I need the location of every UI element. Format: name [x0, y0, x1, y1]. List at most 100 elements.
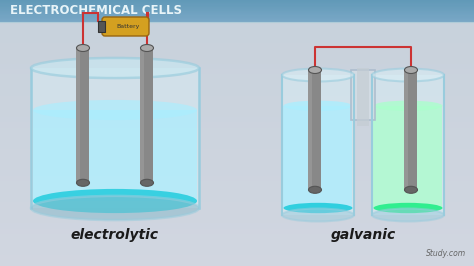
Bar [0, 18, 474, 19]
Bar [0, 20, 474, 21]
Ellipse shape [76, 179, 90, 186]
Bar [0, 1, 474, 3]
Bar [0, 261, 474, 266]
Bar [0, 202, 474, 209]
Bar [309, 70, 312, 190]
Bar [0, 64, 474, 70]
Ellipse shape [282, 209, 354, 222]
Bar [0, 2, 474, 4]
Bar [0, 14, 474, 16]
FancyBboxPatch shape [351, 70, 375, 120]
Bar [0, 90, 474, 97]
Bar [0, 12, 474, 14]
Bar [0, 6, 474, 7]
Bar [0, 181, 474, 187]
Bar [98, 21, 105, 32]
Bar [0, 186, 474, 193]
Bar [0, 101, 474, 107]
Bar [404, 70, 418, 190]
Bar [283, 106, 353, 208]
Bar [0, 207, 474, 214]
Ellipse shape [404, 66, 418, 73]
Bar [357, 68, 369, 126]
Text: Study.com: Study.com [426, 249, 466, 258]
Text: Battery: Battery [116, 24, 140, 29]
Bar [0, 192, 474, 198]
Ellipse shape [140, 179, 154, 186]
Bar [0, 117, 474, 123]
Text: galvanic: galvanic [330, 228, 396, 242]
Ellipse shape [283, 203, 353, 213]
Ellipse shape [372, 209, 444, 222]
Bar [0, 5, 474, 12]
Bar [0, 11, 474, 17]
Bar [0, 122, 474, 129]
FancyBboxPatch shape [102, 17, 149, 36]
Bar [0, 19, 474, 20]
Bar [0, 37, 474, 44]
Ellipse shape [404, 186, 418, 193]
Bar [0, 154, 474, 161]
Bar [0, 112, 474, 118]
Bar [0, 74, 474, 81]
Bar [0, 21, 474, 28]
Bar [76, 48, 81, 183]
Bar [33, 110, 197, 201]
Bar [0, 43, 474, 49]
Ellipse shape [31, 196, 199, 220]
Bar [0, 53, 474, 60]
Bar [0, 0, 474, 6]
Bar [0, 106, 474, 113]
Bar [0, 15, 474, 17]
Bar [0, 176, 474, 182]
Bar [140, 48, 145, 183]
Bar [0, 21, 474, 23]
Bar [0, 229, 474, 235]
Bar [0, 255, 474, 262]
Bar [0, 245, 474, 251]
Bar [0, 80, 474, 86]
Bar [0, 170, 474, 177]
Bar [0, 96, 474, 102]
Bar [0, 197, 474, 203]
Bar [372, 75, 444, 215]
Ellipse shape [283, 101, 353, 111]
Bar [0, 160, 474, 166]
Ellipse shape [33, 189, 197, 213]
Bar [309, 70, 321, 190]
Ellipse shape [374, 101, 443, 111]
Text: ELECTROCHEMICAL CELLS: ELECTROCHEMICAL CELLS [10, 5, 182, 18]
Bar [0, 13, 474, 15]
Bar [0, 239, 474, 246]
Bar [0, 32, 474, 38]
Ellipse shape [33, 100, 197, 120]
Bar [0, 85, 474, 92]
Bar [31, 68, 199, 208]
Bar [0, 138, 474, 145]
Bar [0, 5, 474, 6]
Bar [0, 213, 474, 219]
Ellipse shape [372, 69, 444, 81]
Bar [140, 48, 154, 183]
Ellipse shape [309, 186, 321, 193]
Bar [0, 16, 474, 18]
Bar [0, 234, 474, 240]
Bar [0, 10, 474, 11]
Bar [0, 7, 474, 8]
Ellipse shape [76, 44, 90, 52]
Bar [0, 9, 474, 10]
Ellipse shape [309, 66, 321, 73]
Text: electrolytic: electrolytic [71, 228, 159, 242]
Bar [0, 16, 474, 22]
Bar [404, 70, 409, 190]
Bar [76, 48, 90, 183]
Ellipse shape [31, 58, 199, 78]
Ellipse shape [282, 69, 354, 81]
Bar [0, 59, 474, 65]
Bar [0, 8, 474, 9]
Bar [0, 133, 474, 139]
Bar [0, 69, 474, 76]
Bar [0, 165, 474, 171]
Bar [374, 106, 443, 208]
Bar [0, 128, 474, 134]
